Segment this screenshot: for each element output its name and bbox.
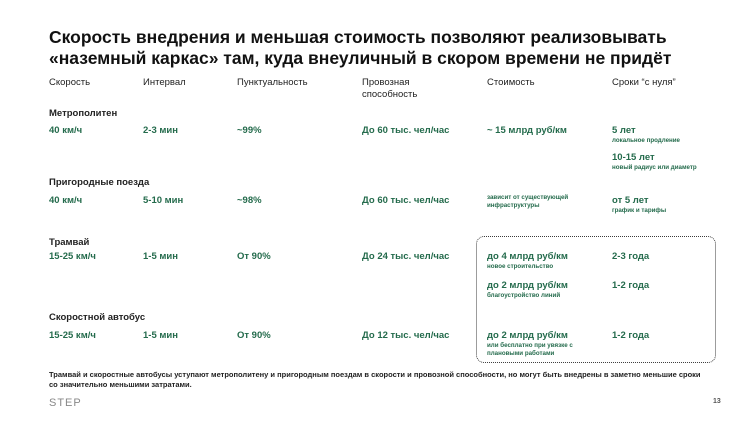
bus-punctuality: От 90%: [237, 330, 271, 341]
section-suburban: Пригородные поезда: [49, 177, 150, 188]
metro-term-2-note: новый радиус или диаметр: [612, 164, 697, 171]
footnote: Трамвай и скоростные автобусы уступают м…: [49, 370, 701, 389]
section-bus: Скоростной автобус: [49, 312, 146, 323]
bus-speed: 15-25 км/ч: [49, 330, 96, 341]
suburban-term-note: график и тарифы: [612, 207, 667, 214]
header-cost: Стоимость: [487, 77, 535, 88]
step-logo: STEP: [49, 397, 82, 409]
page-number: 13: [713, 398, 721, 405]
highlight-frame: [476, 236, 716, 363]
metro-term-1-note: локальное продление: [612, 137, 680, 144]
metro-cost: ~ 15 млрд руб/км: [487, 125, 567, 136]
metro-interval: 2-3 мин: [143, 125, 178, 136]
suburban-term: от 5 лет: [612, 195, 649, 206]
metro-term-2: 10-15 лет: [612, 152, 655, 163]
tram-cost-2-note: благоустройство линий: [487, 292, 561, 299]
tram-term-2: 1-2 года: [612, 280, 650, 291]
metro-speed: 40 км/ч: [49, 125, 83, 136]
metro-capacity: До 60 тыс. чел/час: [362, 125, 450, 136]
tram-speed: 15-25 км/ч: [49, 251, 96, 262]
section-tram: Трамвай: [49, 237, 90, 248]
header-terms: Сроки “с нуля”: [612, 77, 676, 88]
suburban-speed: 40 км/ч: [49, 195, 83, 206]
header-capacity: Провозная способность: [362, 77, 418, 100]
metro-term-1: 5 лет: [612, 125, 636, 136]
tram-punctuality: От 90%: [237, 251, 271, 262]
suburban-interval: 5-10 мин: [143, 195, 184, 206]
tram-capacity: До 24 тыс. чел/час: [362, 251, 450, 262]
suburban-cost-note: зависит от существующей инфраструктуры: [487, 194, 569, 209]
bus-cost: до 2 млрд руб/км: [487, 330, 568, 341]
bus-term: 1-2 года: [612, 330, 650, 341]
section-metro: Метрополитен: [49, 108, 118, 119]
tram-cost-1: до 4 млрд руб/км: [487, 251, 568, 262]
page-title: Скорость внедрения и меньшая стоимость п…: [49, 27, 672, 68]
tram-interval: 1-5 мин: [143, 251, 178, 262]
bus-cost-note: или бесплатно при увязке с плановыми раб…: [487, 342, 573, 357]
tram-term-1: 2-3 года: [612, 251, 650, 262]
header-speed: Скорость: [49, 77, 91, 88]
tram-cost-1-note: новое строительство: [487, 263, 554, 270]
bus-capacity: До 12 тыс. чел/час: [362, 330, 450, 341]
metro-punctuality: ~99%: [237, 125, 262, 136]
header-punctuality: Пунктуальность: [237, 77, 308, 88]
suburban-capacity: До 60 тыс. чел/час: [362, 195, 450, 206]
tram-cost-2: до 2 млрд руб/км: [487, 280, 568, 291]
bus-interval: 1-5 мин: [143, 330, 178, 341]
header-interval: Интервал: [143, 77, 186, 88]
suburban-punctuality: ~98%: [237, 195, 262, 206]
